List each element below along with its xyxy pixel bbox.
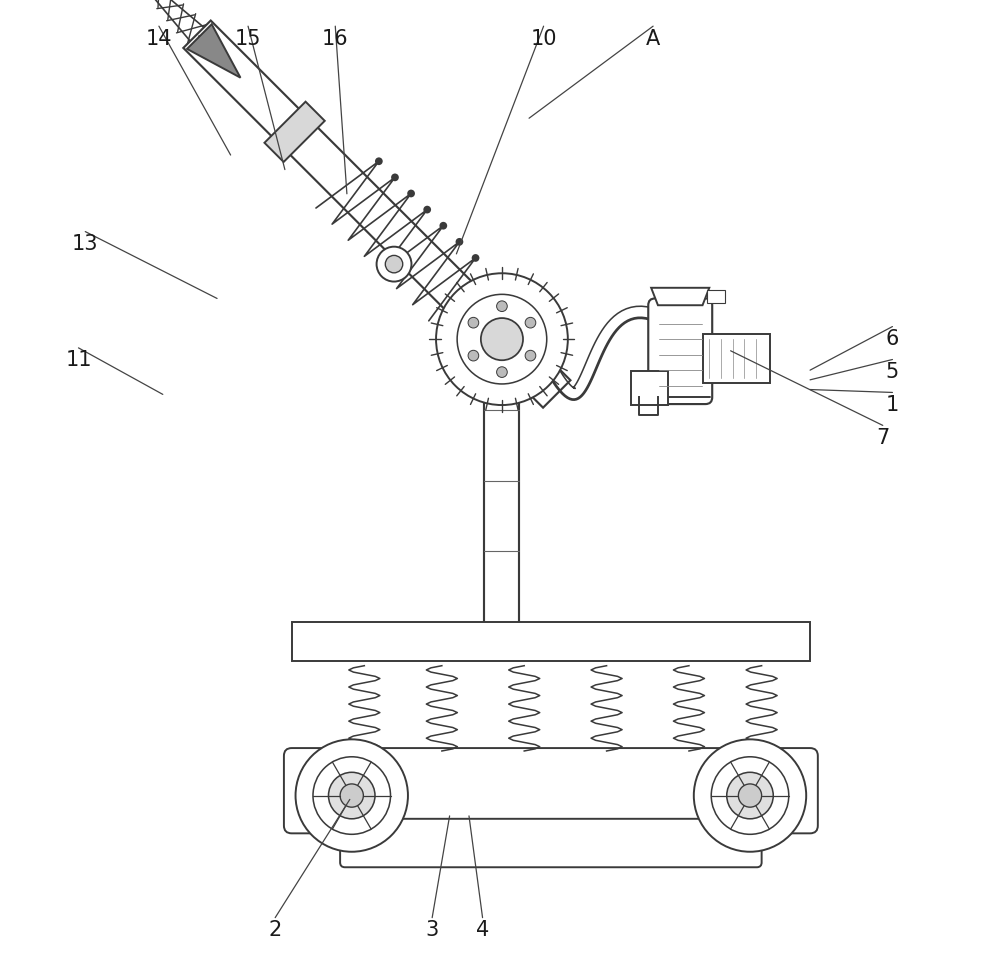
Bar — [292, 622, 810, 661]
Circle shape — [497, 366, 507, 378]
Polygon shape — [187, 24, 240, 78]
Text: 14: 14 — [146, 29, 172, 48]
Circle shape — [439, 222, 447, 230]
Circle shape — [456, 238, 463, 246]
Circle shape — [457, 295, 547, 384]
Bar — [631, 371, 668, 405]
Circle shape — [694, 739, 806, 852]
Circle shape — [468, 317, 479, 328]
Text: 11: 11 — [65, 351, 92, 370]
Polygon shape — [651, 288, 709, 305]
Circle shape — [423, 205, 431, 213]
Circle shape — [436, 273, 568, 405]
Circle shape — [525, 317, 536, 328]
Polygon shape — [183, 20, 570, 408]
Text: 7: 7 — [876, 428, 889, 448]
Text: 10: 10 — [530, 29, 557, 48]
Text: 5: 5 — [886, 362, 899, 382]
Text: 1: 1 — [886, 395, 899, 415]
Circle shape — [738, 784, 762, 807]
Bar — [707, 290, 725, 303]
Text: 16: 16 — [322, 29, 349, 48]
Text: 4: 4 — [476, 921, 489, 940]
Circle shape — [377, 247, 411, 282]
Circle shape — [340, 784, 363, 807]
Circle shape — [328, 772, 375, 819]
Polygon shape — [264, 102, 325, 162]
Circle shape — [727, 772, 773, 819]
Text: 2: 2 — [269, 921, 282, 940]
Circle shape — [497, 300, 507, 312]
Circle shape — [407, 190, 415, 198]
Bar — [703, 334, 770, 383]
Text: A: A — [646, 29, 660, 48]
Text: 13: 13 — [72, 234, 99, 254]
Circle shape — [385, 256, 403, 273]
Circle shape — [468, 351, 479, 361]
FancyBboxPatch shape — [340, 819, 762, 867]
Circle shape — [525, 351, 536, 361]
Circle shape — [481, 318, 523, 360]
Text: 15: 15 — [235, 29, 261, 48]
Circle shape — [296, 739, 408, 852]
Text: 6: 6 — [886, 329, 899, 349]
Circle shape — [472, 254, 479, 262]
Circle shape — [711, 757, 789, 834]
Circle shape — [391, 173, 399, 181]
Circle shape — [375, 157, 383, 165]
FancyBboxPatch shape — [648, 298, 712, 404]
Text: 3: 3 — [426, 921, 439, 940]
Circle shape — [313, 757, 391, 834]
FancyBboxPatch shape — [284, 748, 818, 833]
